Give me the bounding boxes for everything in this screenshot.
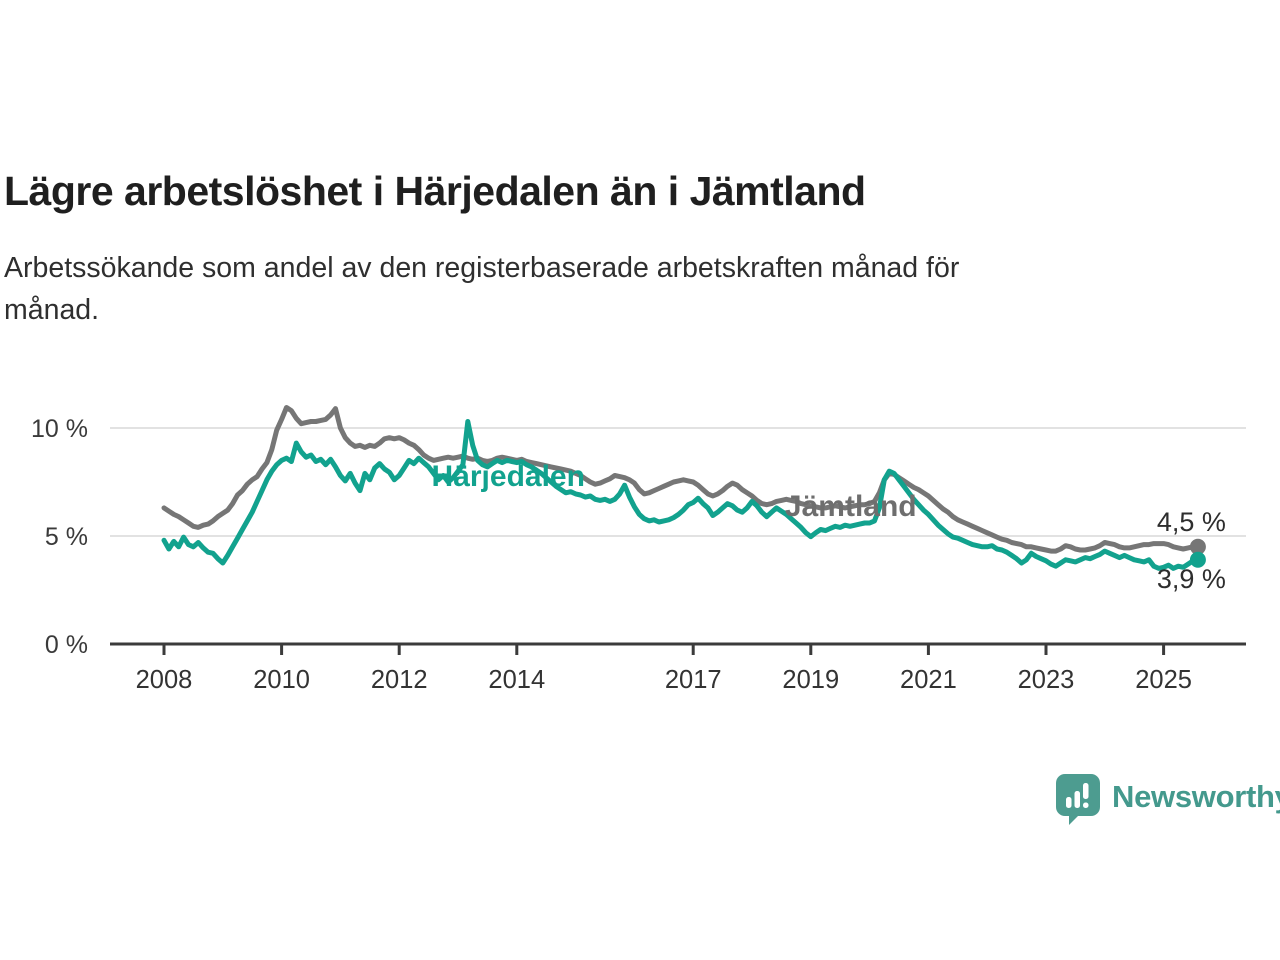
series-label-härjedalen: Härjedalen xyxy=(432,460,585,493)
series-line-härjedalen xyxy=(161,419,1201,571)
exclamation-dot xyxy=(1083,802,1089,808)
x-axis-label: 2010 xyxy=(253,666,310,694)
end-value-label-jämtland: 4,5 % xyxy=(1157,507,1226,537)
y-axis-label: 10 % xyxy=(31,415,88,443)
series-end-dot-jämtland xyxy=(1189,538,1206,555)
newsworthy-logo-icon xyxy=(1055,773,1101,831)
x-axis-label: 2019 xyxy=(782,666,839,694)
x-axis-label: 2017 xyxy=(665,666,722,694)
chart-subtitle-line-2: månad. xyxy=(4,294,100,326)
chart-subtitle: Arbetssökande som andel av den registerb… xyxy=(4,247,1204,331)
series-line-jämtland xyxy=(161,405,1201,554)
unemployment-line-chart: 0 % 5 % 10 % 2008 2010 2012 2014 2017 2019 2021 20… xyxy=(31,405,1246,694)
x-axis-label: 2008 xyxy=(136,666,193,694)
end-value-label-härjedalen: 3,9 % xyxy=(1157,564,1226,594)
exclamation-bar xyxy=(1083,783,1089,799)
series-label-jämtland: Jämtland xyxy=(785,490,917,523)
x-axis-label: 2012 xyxy=(371,666,428,694)
bar-medium xyxy=(1074,791,1080,808)
x-axis-label: 2014 xyxy=(488,666,545,694)
series-end-dot-härjedalen xyxy=(1189,551,1206,568)
x-axis-label: 2021 xyxy=(900,666,957,694)
newsworthy-logo-text: Newsworthy xyxy=(1112,779,1280,814)
chart-subtitle-line-1: Arbetssökande som andel av den registerb… xyxy=(4,252,960,284)
y-axis-label: 5 % xyxy=(45,523,88,551)
bar-small xyxy=(1066,797,1072,808)
x-axis-label: 2025 xyxy=(1135,666,1192,694)
chart-title: Lägre arbetslöshet i Härjedalen än i Jäm… xyxy=(4,168,866,215)
newsworthy-logo[interactable]: Newsworthy xyxy=(1055,773,1280,831)
y-axis-label: 0 % xyxy=(45,631,88,659)
x-axis-label: 2023 xyxy=(1018,666,1075,694)
